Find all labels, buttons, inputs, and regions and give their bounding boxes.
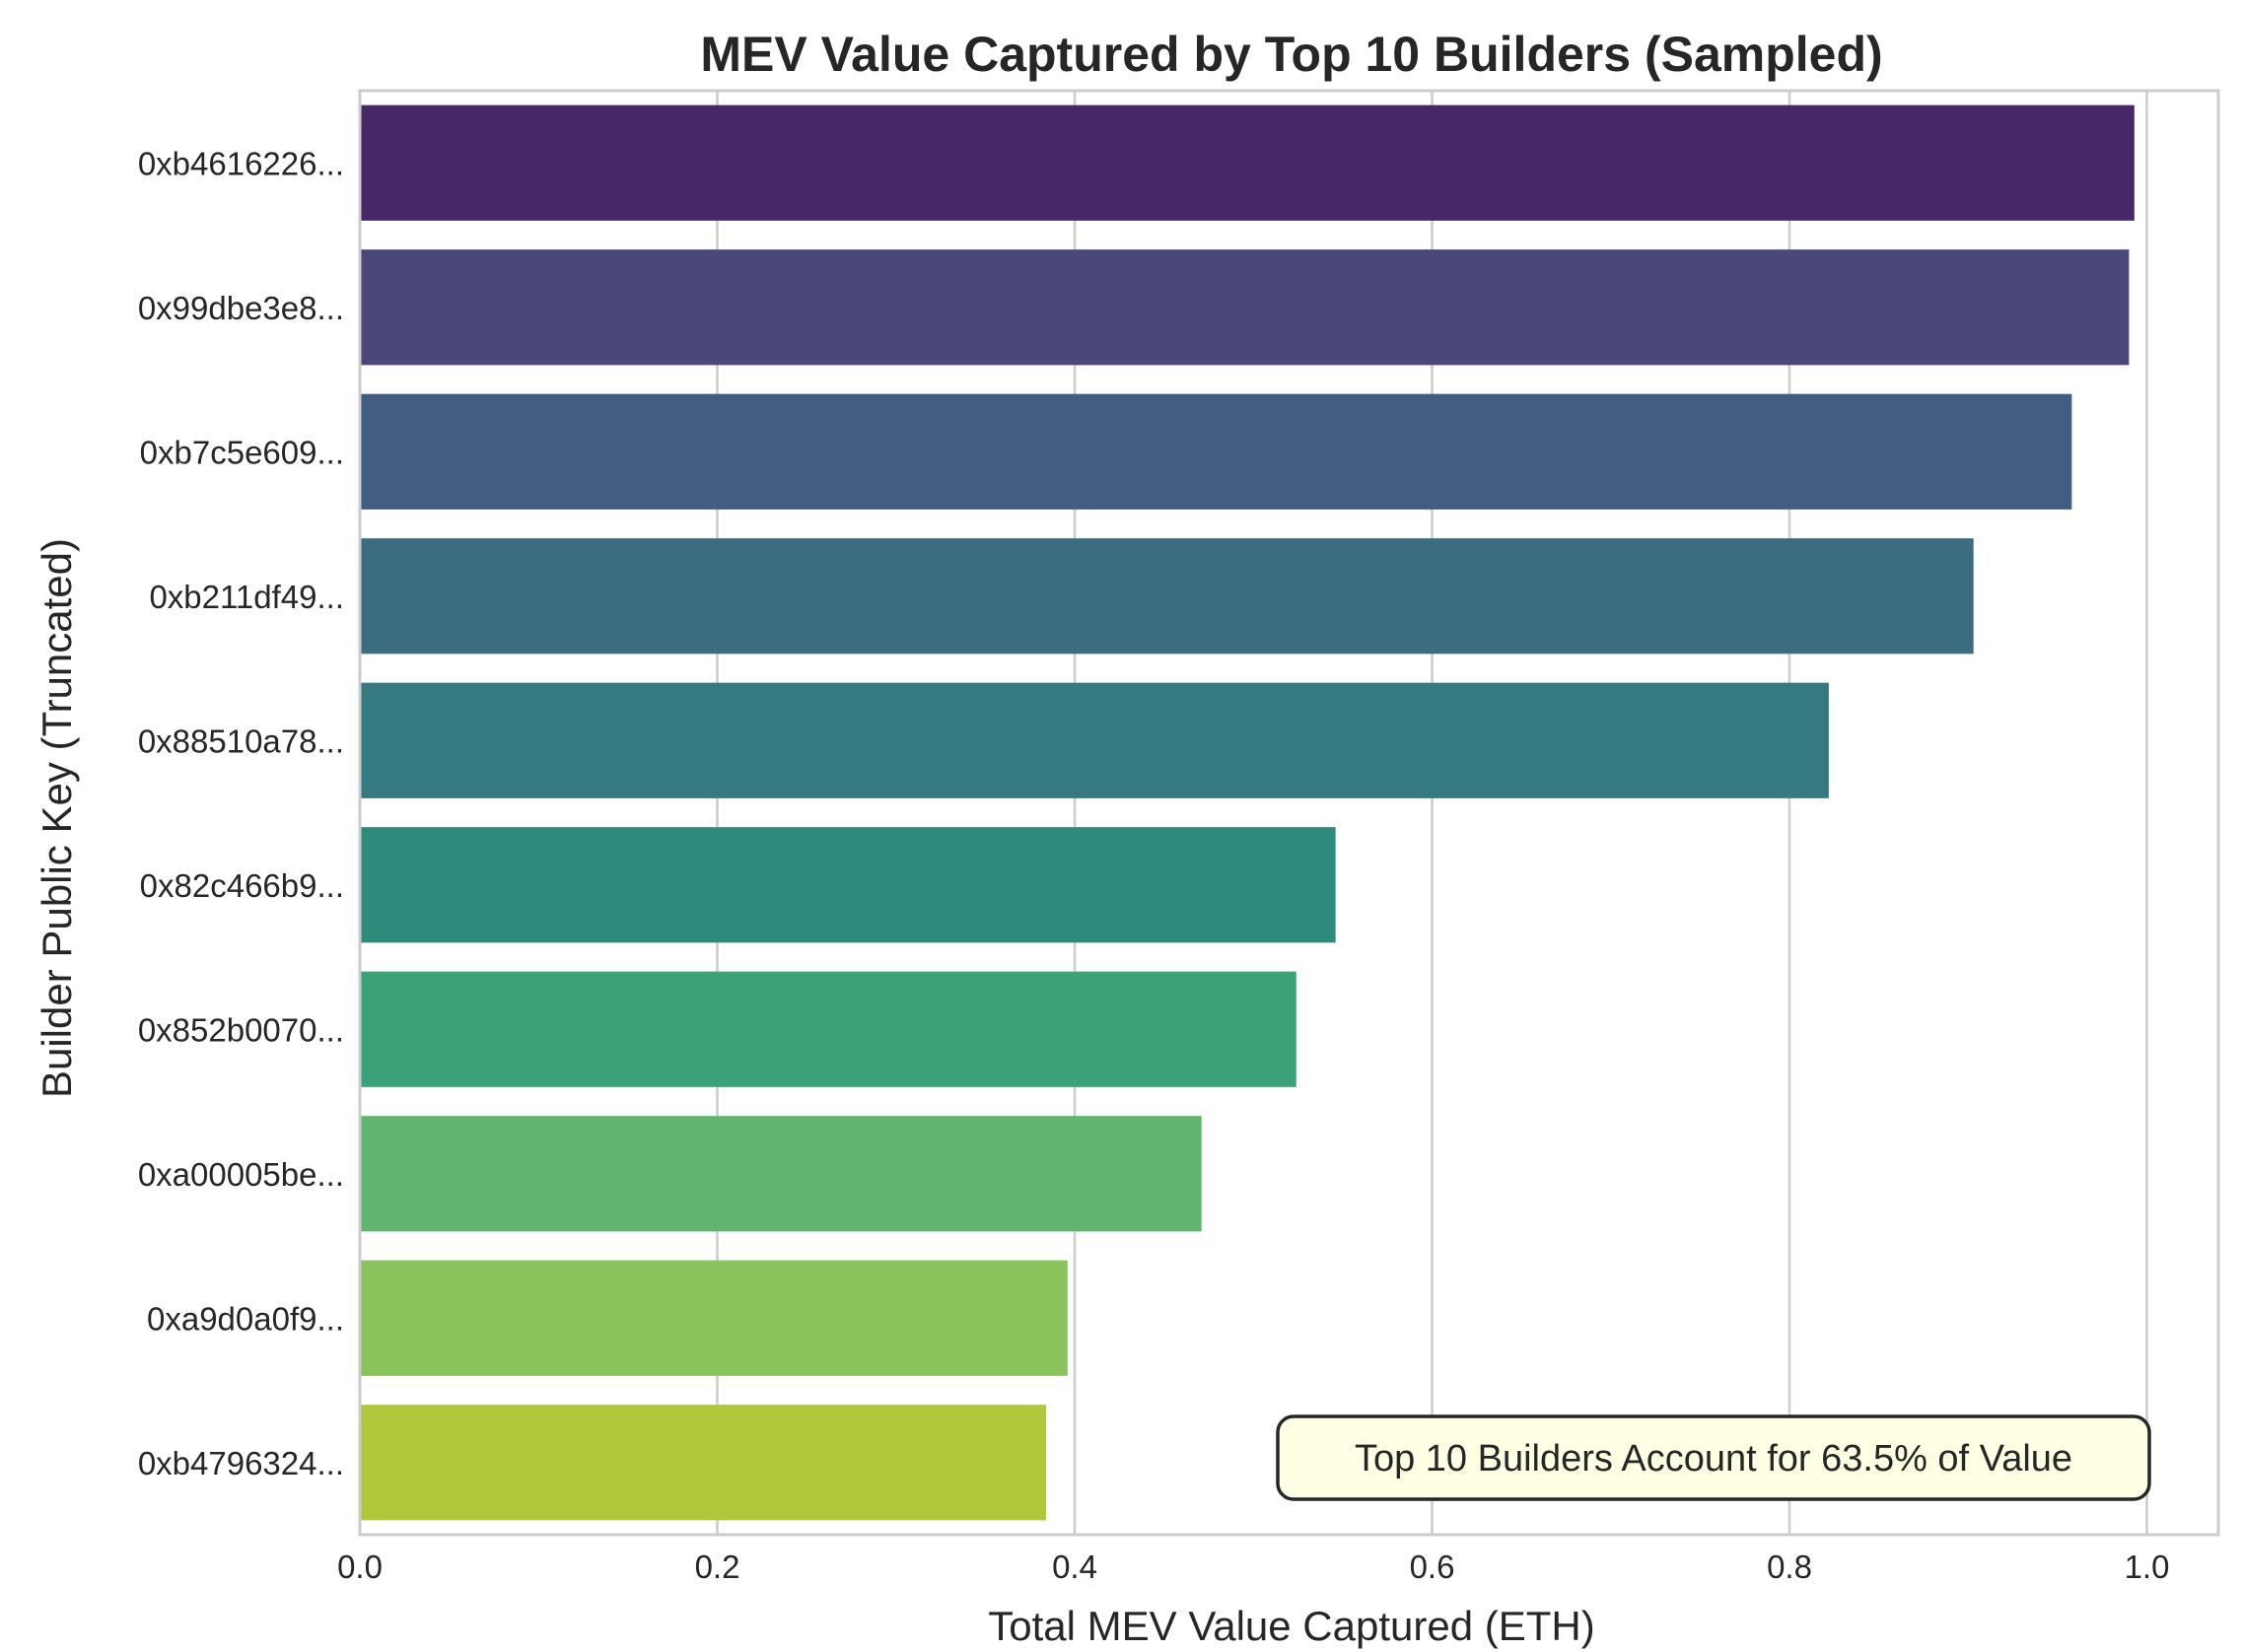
x-tick-label: 0.8 — [1767, 1549, 1812, 1585]
x-tick-label: 0.4 — [1052, 1549, 1097, 1585]
bar — [360, 1260, 1068, 1376]
y-tick-label: 0x852b0070... — [138, 1011, 344, 1048]
chart-title: MEV Value Captured by Top 10 Builders (S… — [700, 27, 1882, 82]
axes-frame — [358, 89, 2220, 1537]
tick-labels: 0.0 0.2 0.4 0.6 0.8 1.0 0xb4616226... 0x99dbe3e… — [138, 145, 2170, 1585]
bar — [360, 827, 1336, 943]
bar — [360, 971, 1296, 1087]
bar — [360, 538, 1974, 654]
y-tick-label: 0xb4796324... — [138, 1445, 344, 1481]
bars — [360, 104, 2135, 1521]
y-tick-label: 0x99dbe3e8... — [138, 290, 344, 326]
x-tick-label: 0.2 — [695, 1549, 740, 1585]
y-tick-label: 0xb7c5e609... — [140, 434, 344, 470]
x-tick-label: 1.0 — [2125, 1549, 2170, 1585]
y-tick-label: 0x82c466b9... — [140, 867, 344, 904]
x-tick-label: 0.0 — [337, 1549, 383, 1585]
bar — [360, 682, 1829, 798]
y-tick-label: 0xb4616226... — [138, 145, 344, 181]
y-tick-label: 0xa9d0a0f9... — [147, 1300, 344, 1337]
annotation-text: Top 10 Builders Account for 63.5% of Val… — [1355, 1438, 2072, 1480]
y-tick-label: 0xa00005be... — [138, 1156, 344, 1193]
bar — [360, 393, 2072, 510]
x-tick-label: 0.6 — [1410, 1549, 1455, 1585]
plot-frame — [358, 89, 2220, 1537]
bar — [360, 1405, 1046, 1521]
bar — [360, 1116, 1202, 1232]
y-axis-label: Builder Public Key (Truncated) — [34, 538, 80, 1098]
y-tick-label: 0xb211df49... — [149, 579, 344, 615]
bar — [360, 249, 2130, 366]
annotation-background — [1276, 1414, 2151, 1501]
bar — [360, 104, 2135, 221]
x-axis-label: Total MEV Value Captured (ETH) — [988, 1603, 1594, 1649]
y-tick-label: 0x88510a78... — [138, 723, 344, 759]
annotation-box: Top 10 Builders Account for 63.5% of Val… — [1276, 1414, 2151, 1501]
